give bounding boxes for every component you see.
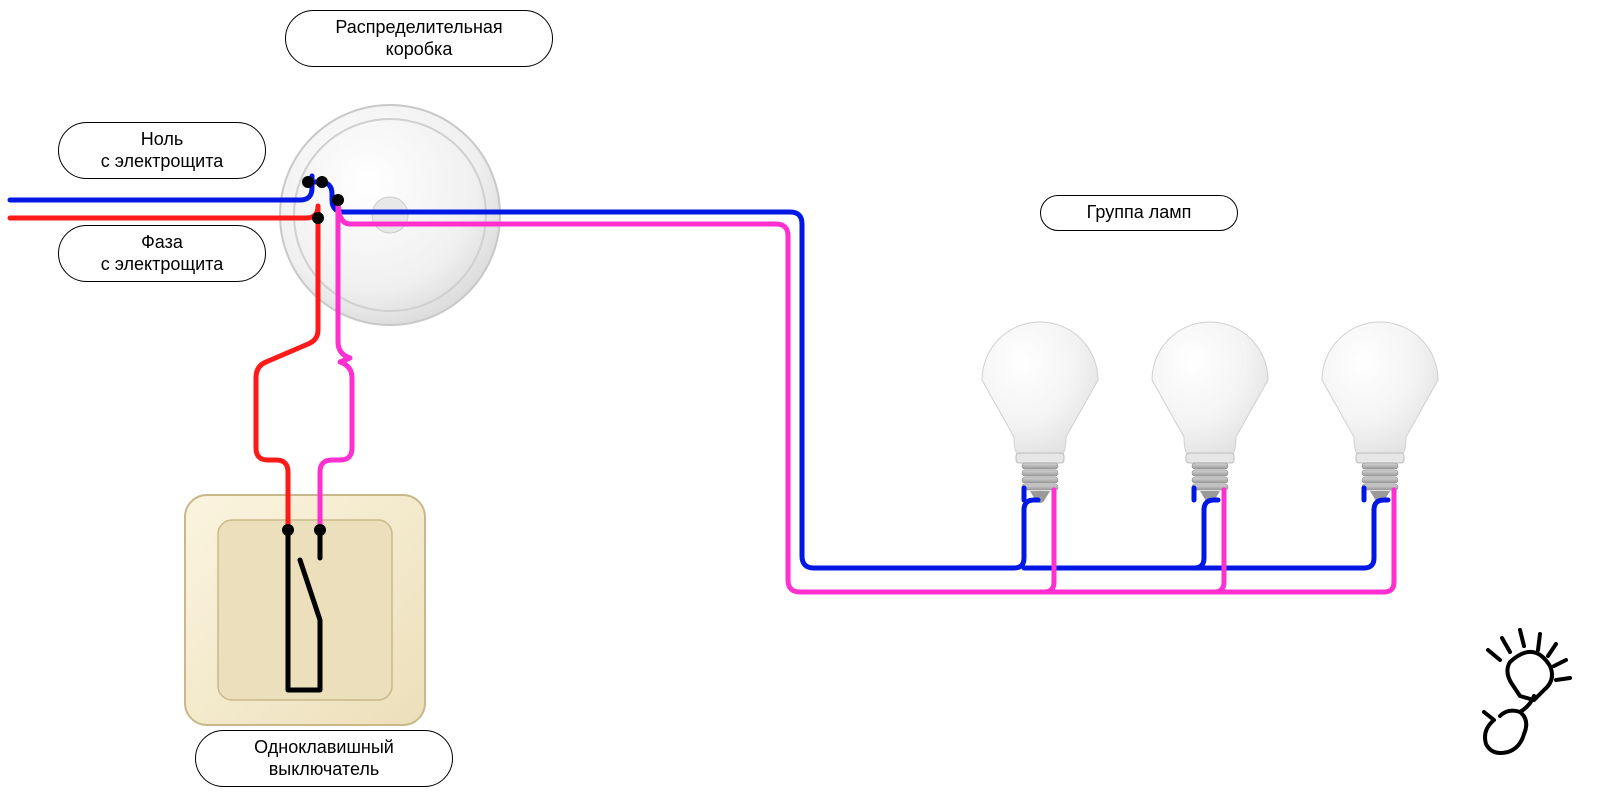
wire-phase-in xyxy=(10,206,318,218)
bulb-3 xyxy=(1322,322,1438,503)
logo-layer xyxy=(0,0,1600,800)
label-neutral: Нольс электрощита xyxy=(58,122,266,179)
label-phase: Фазас электрощита xyxy=(58,225,266,282)
switch-terminal-1 xyxy=(282,524,294,536)
junction-dot-3 xyxy=(332,194,344,206)
components-back-layer xyxy=(0,0,1600,800)
wires-layer xyxy=(0,0,1600,800)
wire-neutral-in xyxy=(10,176,312,200)
wire-phase-down xyxy=(256,218,318,525)
junction-dot-1 xyxy=(302,176,314,188)
junction-dot-4 xyxy=(312,212,324,224)
wire-switched-b3 xyxy=(1214,508,1394,592)
junction-dot-2 xyxy=(316,176,328,188)
wire-neutral-b3 xyxy=(1194,500,1388,568)
wire-switched-up xyxy=(320,206,352,525)
switch-schematic-symbol xyxy=(288,530,320,690)
wire-neutral-b2 xyxy=(1024,500,1218,568)
snap-bulb-logo xyxy=(1484,630,1570,753)
junction-box xyxy=(280,105,500,325)
bulb-2 xyxy=(1152,322,1268,503)
label-junction_box: Распределительнаякоробка xyxy=(285,10,553,67)
switch-terminal-2 xyxy=(314,524,326,536)
wire-switched-b2 xyxy=(1044,508,1224,592)
wall-switch xyxy=(185,495,425,725)
wire-switched-main xyxy=(338,200,1054,592)
wire-neutral-main xyxy=(308,182,1038,568)
label-lamps: Группа ламп xyxy=(1040,195,1238,231)
bulb-1 xyxy=(982,322,1098,503)
label-switch: Одноклавишныйвыключатель xyxy=(195,730,453,787)
